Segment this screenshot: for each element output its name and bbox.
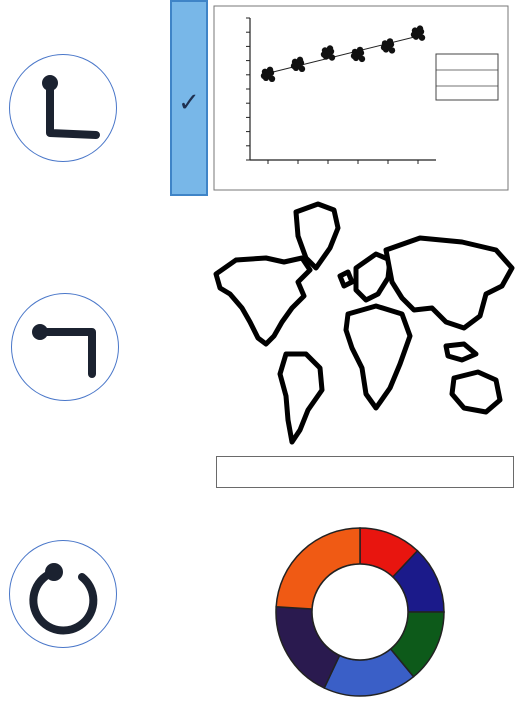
- data-point: [290, 62, 298, 70]
- map-caption-bar: [216, 456, 514, 488]
- L-stroke-gesture-icon[interactable]: [9, 54, 117, 162]
- hook-stroke-gesture-icon[interactable]: [11, 293, 119, 401]
- scatter-chart: [213, 5, 509, 191]
- data-point: [386, 38, 394, 45]
- data-point-cluster: [350, 46, 366, 63]
- world-map-thumbnail[interactable]: [206, 198, 522, 450]
- data-point-cluster: [260, 66, 276, 83]
- data-point: [356, 46, 364, 54]
- data-point: [350, 52, 358, 60]
- continent-australia: [449, 369, 503, 415]
- data-point: [380, 44, 388, 51]
- continent-asia: [383, 235, 515, 331]
- chart-legend: [435, 53, 499, 101]
- continent-greenland: [293, 201, 341, 271]
- continent-europe: [353, 251, 393, 303]
- data-point: [320, 51, 328, 58]
- data-point: [410, 31, 418, 38]
- continent-south-america: [277, 351, 325, 445]
- data-point-cluster: [320, 45, 336, 61]
- data-point: [328, 54, 336, 61]
- donut-hole: [311, 563, 409, 661]
- data-point: [298, 65, 306, 73]
- world-map: [213, 201, 515, 445]
- data-point: [266, 66, 274, 73]
- data-point: [268, 75, 276, 83]
- circle-stroke-gesture-icon[interactable]: [9, 540, 117, 648]
- donut-chart-thumbnail[interactable]: [250, 508, 470, 720]
- data-point: [326, 45, 334, 52]
- data-point-cluster: [380, 38, 396, 54]
- data-point: [358, 55, 366, 63]
- selected-indicator[interactable]: ✓: [170, 0, 208, 196]
- scatter-chart-thumbnail[interactable]: [212, 4, 510, 192]
- check-icon: ✓: [178, 88, 200, 118]
- data-point-cluster: [290, 56, 306, 73]
- continent-north-america: [213, 255, 313, 347]
- island-uk: [337, 269, 355, 289]
- donut-chart: [275, 527, 445, 697]
- continent-africa: [343, 303, 413, 411]
- data-point: [416, 25, 424, 32]
- data-point: [388, 47, 396, 54]
- data-point: [418, 34, 426, 41]
- islands-southeast-asia: [443, 341, 479, 363]
- data-point-cluster: [410, 25, 426, 41]
- data-point: [260, 72, 268, 80]
- data-point: [296, 56, 304, 64]
